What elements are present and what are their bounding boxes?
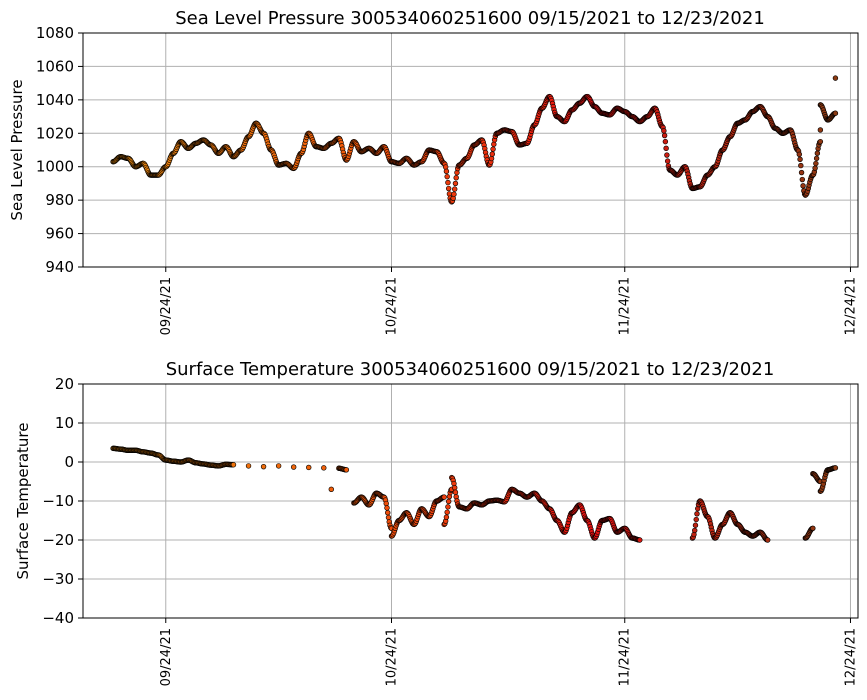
data-point <box>661 128 667 134</box>
y-tick-label: −30 <box>42 570 74 588</box>
data-point <box>384 505 390 511</box>
data-point <box>810 525 816 531</box>
y-tick-label: 980 <box>45 191 74 209</box>
data-point <box>451 191 457 197</box>
data-point <box>796 151 803 158</box>
x-tick-label: 09/24/21 <box>159 277 174 335</box>
data-point <box>637 537 643 543</box>
data-point <box>817 127 824 133</box>
data-point <box>445 498 452 505</box>
y-tick-label: 10 <box>55 414 74 432</box>
data-point <box>445 179 451 186</box>
x-tick-label: 10/24/21 <box>384 277 399 335</box>
data-point <box>245 463 252 469</box>
data-point <box>290 464 297 470</box>
temperature-grid <box>83 383 858 619</box>
data-point <box>343 467 350 473</box>
data-point <box>260 463 267 470</box>
data-point <box>490 146 496 152</box>
data-point <box>661 132 668 139</box>
data-point <box>832 465 839 471</box>
data-point <box>385 514 392 521</box>
y-tick-label: 1000 <box>36 158 74 176</box>
pressure-grid <box>83 32 858 268</box>
data-point <box>814 150 821 156</box>
data-point <box>321 465 327 471</box>
pressure-points <box>110 75 839 205</box>
data-point <box>663 145 669 152</box>
pressure-plot-frame <box>82 32 859 268</box>
data-point <box>800 183 806 189</box>
y-tick-label: 20 <box>55 375 74 393</box>
data-point <box>832 110 839 116</box>
data-point <box>385 510 391 516</box>
data-point <box>694 511 700 517</box>
pressure-ylabel: Sea Level Pressure <box>8 79 26 220</box>
data-point <box>488 155 495 162</box>
data-point <box>443 168 450 174</box>
data-point <box>441 494 447 500</box>
data-point <box>817 138 824 145</box>
pressure-panel: Sea Level Pressure 300534060251600 09/15… <box>8 8 859 335</box>
data-point <box>452 180 459 187</box>
x-tick-label: 12/24/21 <box>843 628 858 686</box>
data-point <box>306 464 312 471</box>
data-point <box>275 463 282 469</box>
data-point <box>799 176 806 183</box>
data-point <box>491 141 497 147</box>
temperature-ylabel: Surface Temperature <box>14 423 32 580</box>
data-point <box>444 173 450 180</box>
data-point <box>692 522 699 528</box>
y-tick-label: −40 <box>42 609 74 627</box>
pressure-x-ticks: 09/24/21 10/24/21 11/24/21 12/24/21 <box>159 267 858 335</box>
data-point <box>328 486 335 492</box>
data-point <box>453 175 459 181</box>
data-point <box>444 509 450 515</box>
data-point <box>813 160 819 167</box>
data-point <box>798 169 805 176</box>
data-point <box>813 155 820 162</box>
data-point <box>798 162 804 169</box>
temperature-title: Surface Temperature 300534060251600 09/1… <box>166 359 775 380</box>
data-point <box>693 516 699 523</box>
y-tick-label: 1020 <box>36 124 74 142</box>
data-point <box>452 489 459 495</box>
temperature-x-ticks: 09/24/21 10/24/21 11/24/21 12/24/21 <box>159 618 858 686</box>
y-tick-label: 0 <box>64 453 74 471</box>
data-point <box>445 504 451 510</box>
y-tick-label: 1060 <box>36 57 74 75</box>
temperature-y-ticks: −40 −30 −20 −10 0 10 20 <box>42 375 83 627</box>
data-point <box>812 165 818 171</box>
y-tick-label: −20 <box>42 531 74 549</box>
x-tick-label: 12/24/21 <box>843 277 858 335</box>
data-point <box>451 485 458 491</box>
temperature-panel: Surface Temperature 300534060251600 09/1… <box>14 359 859 686</box>
data-point <box>664 158 671 164</box>
y-tick-label: 940 <box>45 258 74 276</box>
data-point <box>230 462 237 468</box>
y-tick-label: 1040 <box>36 91 74 109</box>
y-tick-label: 1080 <box>36 24 74 42</box>
pressure-title: Sea Level Pressure 300534060251600 09/15… <box>175 8 765 29</box>
temperature-points <box>110 445 839 543</box>
y-tick-label: −10 <box>42 492 74 510</box>
data-point <box>443 514 450 520</box>
data-point <box>489 151 496 157</box>
data-point <box>765 537 771 543</box>
x-tick-label: 11/24/21 <box>618 628 633 686</box>
data-point <box>692 527 698 534</box>
data-point <box>797 156 803 163</box>
pressure-y-ticks: 940 960 980 1000 1020 1040 1060 1080 <box>36 24 83 276</box>
data-point <box>662 138 669 145</box>
data-point <box>383 500 389 507</box>
y-tick-label: 960 <box>45 225 74 243</box>
x-tick-label: 09/24/21 <box>159 628 174 686</box>
data-point <box>445 185 452 192</box>
x-tick-label: 10/24/21 <box>384 628 399 686</box>
x-tick-label: 11/24/21 <box>618 277 633 335</box>
data-point <box>451 186 458 192</box>
data-point <box>664 152 670 158</box>
data-point <box>832 75 839 81</box>
